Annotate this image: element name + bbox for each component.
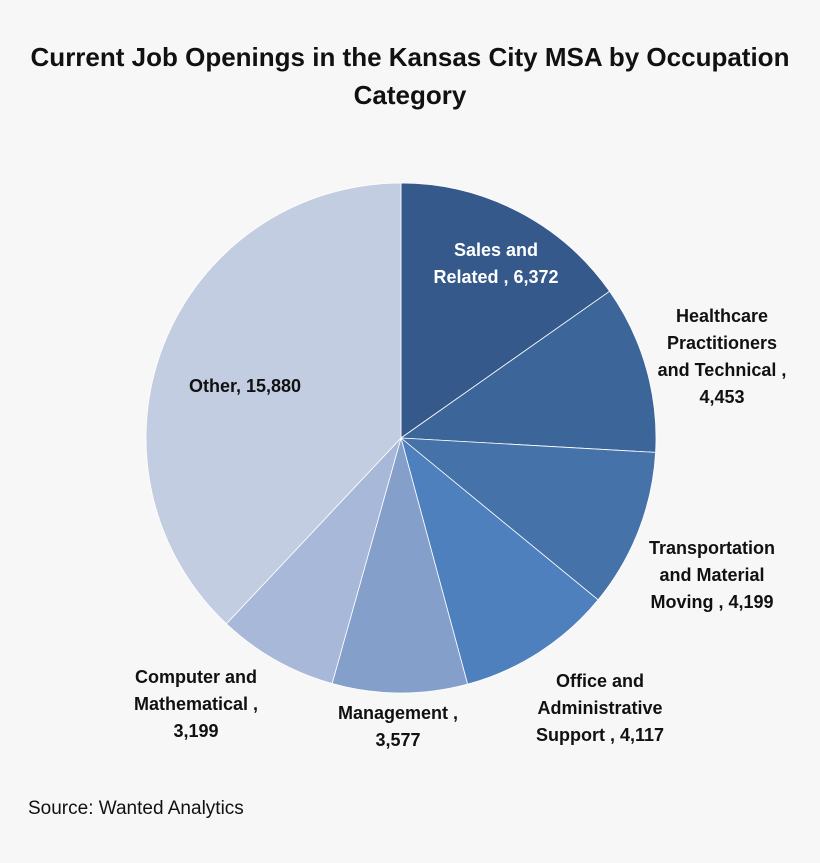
data-label-0: Sales and Related , 6,372: [433, 237, 558, 291]
pie-slice-2: [399, 437, 657, 601]
pie-slice-4: [331, 436, 469, 694]
data-label-4: Management , 3,577: [338, 700, 458, 754]
source-note: Source: Wanted Analytics: [28, 798, 244, 819]
data-label-line: Support , 4,117: [535, 725, 665, 745]
data-label-line: Transportation: [648, 538, 776, 558]
data-label-3: Office and Administrative Support , 4,117: [536, 668, 664, 749]
data-label-line: and Technical ,: [657, 360, 787, 380]
data-label-line: Other, 15,880: [188, 376, 302, 396]
data-label-line: Computer and: [134, 667, 258, 687]
data-label-line: Moving , 4,199: [650, 592, 774, 612]
pie-slice-0: [400, 182, 611, 439]
pie-slice-1: [399, 290, 657, 453]
data-label-line: Office and: [555, 671, 645, 691]
data-label-line: Healthcare: [675, 306, 769, 326]
pie-slice-6: [145, 182, 402, 625]
data-label-line: Mathematical ,: [133, 694, 259, 714]
data-label-line: Practitioners: [666, 333, 778, 353]
pie-slice-5: [225, 437, 402, 685]
data-label-1: Healthcare Practitioners and Technical , 4,…: [658, 303, 787, 411]
data-label-line: and Material: [659, 565, 765, 585]
data-label-line: Related , 6,372: [433, 267, 559, 287]
data-label-6: Other, 15,880: [189, 373, 301, 400]
data-label-line: 4,453: [699, 387, 745, 407]
data-label-5: Computer and Mathematical , 3,199: [134, 664, 258, 745]
pie-slice-3: [400, 436, 599, 685]
data-label-line: 3,577: [375, 730, 421, 750]
data-label-line: 3,199: [173, 721, 219, 741]
data-label-line: Management ,: [337, 703, 459, 723]
data-label-2: Transportation and Material Moving , 4,199: [649, 535, 775, 616]
data-label-line: Sales and: [453, 240, 539, 260]
data-label-line: Administrative: [537, 698, 663, 718]
chart-title: Current Job Openings in the Kansas City …: [30, 42, 790, 110]
